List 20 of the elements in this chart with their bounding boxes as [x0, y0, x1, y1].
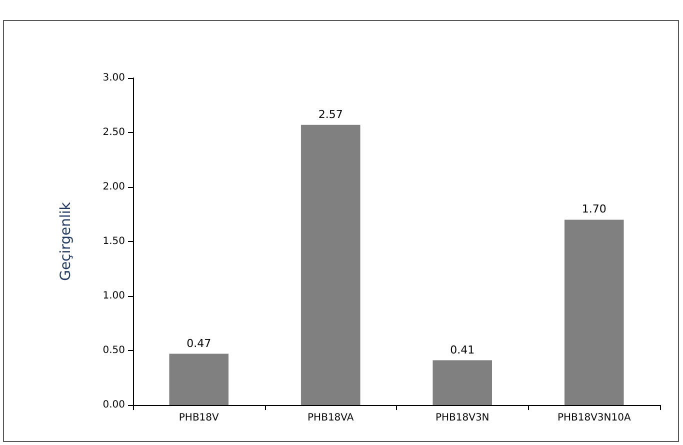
x-tick-label: PHB18V3N [435, 412, 490, 424]
data-label: 2.57 [318, 108, 343, 121]
y-tick-label: 1.50 [102, 236, 125, 247]
y-axis-title: Geçirgenlik [58, 201, 74, 281]
x-tick-label: PHB18V3N10A [557, 412, 631, 424]
x-tick-label: PHB18V [178, 412, 220, 424]
bar [300, 124, 360, 405]
bar [169, 354, 229, 405]
data-label: 1.70 [582, 202, 606, 216]
data-label: 0.41 [450, 343, 475, 356]
x-tick-label: PHB18VA [308, 412, 354, 424]
y-tick-label: 0.50 [102, 345, 125, 356]
y-tick-label: 2.00 [102, 182, 125, 192]
y-tick-label: 3.00 [102, 72, 125, 84]
data-label: 0.47 [186, 336, 212, 350]
bar [432, 360, 492, 405]
y-tick-label: 0.00 [102, 400, 125, 410]
bar [564, 220, 624, 405]
y-tick-label: 1.00 [102, 290, 125, 302]
y-tick-label: 2.50 [102, 127, 125, 138]
